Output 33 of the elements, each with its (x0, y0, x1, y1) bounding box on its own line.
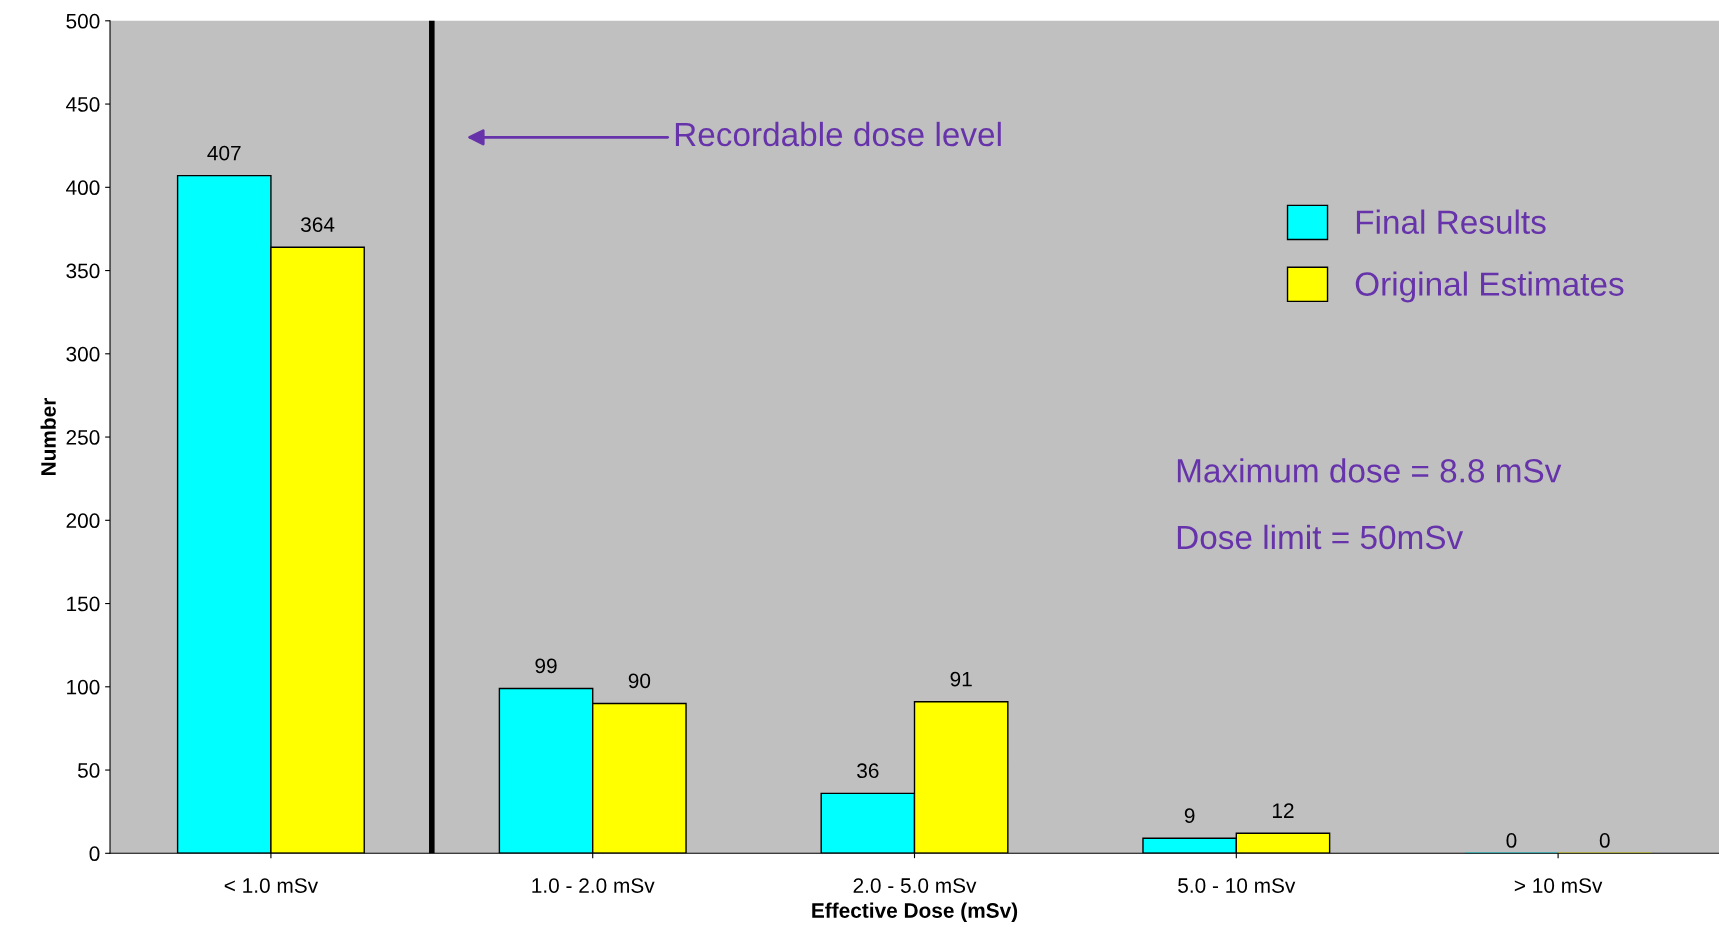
data-label: 91 (950, 671, 972, 687)
annotation: Dose limit = 50mSv (1177, 524, 1464, 550)
data-label: 0 (1599, 833, 1610, 848)
y-tick-label: 200 (66, 513, 100, 529)
y-tick-label: 450 (66, 97, 100, 112)
y-tick-label: 300 (66, 346, 100, 362)
x-tick-label: 2.0 - 5.0 mSv (853, 878, 977, 893)
x-axis-title: Effective Dose (mSv) (812, 902, 1018, 922)
x-tick-label: 5.0 - 10 mSv (1178, 878, 1296, 893)
data-label: 364 (300, 217, 335, 233)
data-label: 407 (207, 145, 241, 161)
x-tick-label: 1.0 - 2.0 mSv (532, 878, 655, 893)
y-tick-label: 150 (67, 596, 100, 612)
y-tick-label: 100 (67, 679, 100, 695)
x-tick-label: > 10 mSv (1514, 878, 1603, 893)
annotation: Maximum dose = 8.8 mSv (1177, 458, 1562, 483)
y-tick-label: 400 (66, 180, 100, 196)
y-axis-title: Number (40, 398, 56, 476)
y-tick-label: 0 (89, 846, 100, 862)
x-tick-label: < 1.0 mSv (224, 878, 319, 893)
y-tick-label: 50 (77, 763, 100, 778)
y-tick-label: 350 (66, 263, 100, 279)
data-label: 9 (1184, 808, 1195, 824)
y-tick-label: 500 (66, 13, 100, 29)
data-label: 99 (535, 658, 557, 674)
data-label: 90 (628, 673, 651, 689)
legend-label: Original Estimates (1355, 271, 1624, 303)
y-tick-label: 250 (66, 430, 100, 445)
data-label: 12 (1272, 803, 1294, 818)
data-label: 0 (1506, 833, 1517, 848)
legend-label: Final Results (1356, 209, 1546, 234)
data-label: 36 (857, 763, 879, 779)
annotation: Recordable dose level (675, 121, 1001, 147)
